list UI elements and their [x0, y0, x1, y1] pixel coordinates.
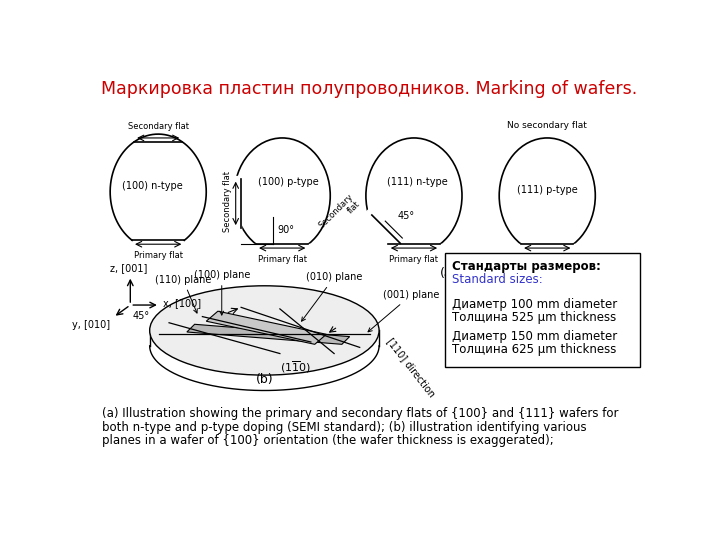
Text: Диаметр 150 mm diameter: Диаметр 150 mm diameter — [452, 330, 617, 343]
Text: both n-type and p-type doping (SEMI standard); (b) illustration identifying vari: both n-type and p-type doping (SEMI stan… — [102, 421, 586, 434]
Ellipse shape — [150, 286, 379, 375]
Text: Маркировка пластин полупроводников. Marking of wafers.: Маркировка пластин полупроводников. Mark… — [101, 80, 637, 98]
Text: $(1\overline{1}0)$: $(1\overline{1}0)$ — [280, 360, 311, 375]
Text: (a) Illustration showing the primary and secondary flats of {100} and {111} wafe: (a) Illustration showing the primary and… — [102, 408, 618, 421]
Text: x, [100]: x, [100] — [163, 299, 201, 308]
Text: Secondary flat: Secondary flat — [222, 171, 232, 232]
Text: (b): (b) — [256, 373, 273, 386]
Text: Толщина 525 μm thickness: Толщина 525 μm thickness — [452, 312, 616, 325]
Text: (111) n-type: (111) n-type — [387, 177, 448, 187]
Polygon shape — [254, 244, 310, 264]
Text: z, [001]: z, [001] — [110, 262, 148, 273]
Text: [110] direction: [110] direction — [385, 336, 438, 399]
Text: (a): (a) — [440, 267, 458, 280]
Text: Диаметр 100 mm diameter: Диаметр 100 mm diameter — [452, 298, 617, 312]
Text: Standard sizes:: Standard sizes: — [452, 273, 543, 286]
Text: Толщина 625 μm thickness: Толщина 625 μm thickness — [452, 343, 616, 356]
FancyBboxPatch shape — [445, 253, 640, 367]
Text: (010) plane: (010) plane — [302, 272, 362, 321]
Text: Primary flat: Primary flat — [523, 255, 572, 264]
Text: Secondary
flat: Secondary flat — [317, 192, 362, 238]
Text: y, [010]: y, [010] — [72, 320, 110, 330]
Polygon shape — [206, 311, 326, 345]
Polygon shape — [225, 177, 241, 231]
Polygon shape — [187, 325, 350, 345]
Text: (001) plane: (001) plane — [368, 290, 439, 332]
Polygon shape — [519, 244, 576, 264]
Text: No secondary flat: No secondary flat — [508, 122, 588, 130]
Text: planes in a wafer of {100} orientation (the wafer thickness is exaggerated);: planes in a wafer of {100} orientation (… — [102, 434, 554, 447]
Text: (100) p-type: (100) p-type — [258, 177, 319, 187]
Text: Стандарты размеров:: Стандарты размеров: — [452, 260, 600, 273]
Polygon shape — [385, 244, 442, 264]
Polygon shape — [358, 204, 411, 258]
Text: 45°: 45° — [132, 311, 150, 321]
Text: 45°: 45° — [397, 211, 415, 221]
Text: 90°: 90° — [277, 225, 294, 235]
Text: Primary flat: Primary flat — [258, 255, 307, 264]
Text: (100) n-type: (100) n-type — [122, 181, 182, 191]
Text: (110) plane: (110) plane — [155, 275, 211, 313]
Text: (100) plane: (100) plane — [194, 270, 250, 315]
Text: Primary flat: Primary flat — [134, 251, 183, 260]
Text: Primary flat: Primary flat — [390, 255, 438, 264]
Text: Secondary flat: Secondary flat — [127, 122, 189, 131]
Text: (111) p-type: (111) p-type — [517, 185, 577, 194]
